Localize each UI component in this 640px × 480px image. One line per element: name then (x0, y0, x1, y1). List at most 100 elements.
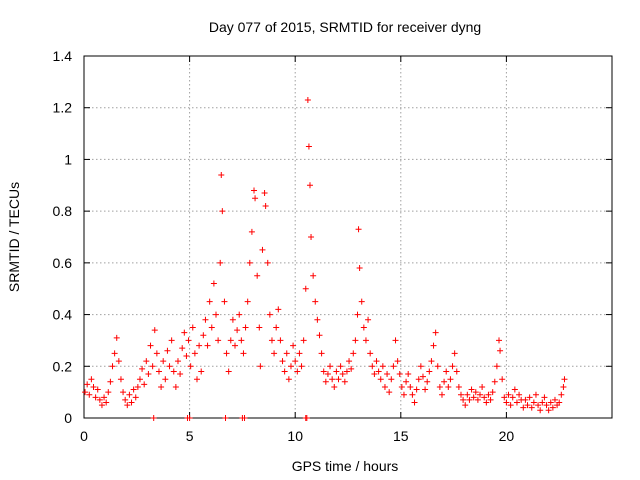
data-point (335, 376, 342, 383)
data-point (285, 376, 292, 383)
data-point (222, 415, 229, 421)
data-point (369, 363, 376, 370)
data-point (113, 334, 120, 341)
data-point (413, 386, 420, 393)
data-point (331, 383, 338, 390)
data-point (503, 399, 510, 406)
data-point (491, 378, 498, 385)
data-point (162, 376, 169, 383)
x-tick-label: 0 (80, 428, 88, 444)
data-point (223, 350, 230, 357)
x-tick-label: 20 (499, 428, 515, 444)
data-point (124, 402, 131, 409)
data-point (143, 358, 150, 365)
data-point (122, 396, 129, 403)
data-point (218, 171, 225, 178)
data-point (424, 378, 431, 385)
data-point (98, 402, 105, 409)
data-point (320, 368, 327, 375)
data-point (367, 350, 374, 357)
data-point (415, 376, 422, 383)
data-point (462, 402, 469, 409)
data-point (318, 350, 325, 357)
data-point (513, 399, 520, 406)
data-point (281, 368, 288, 375)
y-tick-label: 1 (64, 151, 72, 167)
data-point (130, 386, 137, 393)
data-point (447, 376, 454, 383)
data-point (466, 396, 473, 403)
data-point (232, 342, 239, 349)
y-axis-label: SRMTID / TECUs (6, 182, 22, 292)
data-point (537, 407, 544, 414)
data-point (520, 404, 527, 411)
data-point (248, 228, 255, 235)
data-point (283, 350, 290, 357)
data-point (453, 368, 460, 375)
data-point (90, 383, 97, 390)
data-point (221, 298, 228, 305)
data-point (86, 391, 93, 398)
data-point (257, 363, 264, 370)
y-tick-label: 0.8 (53, 203, 73, 219)
data-point (541, 394, 548, 401)
data-point (115, 358, 122, 365)
data-point (84, 381, 91, 388)
data-point (419, 373, 426, 380)
data-point (151, 327, 158, 334)
data-point (266, 311, 273, 318)
data-point (460, 396, 467, 403)
data-point (422, 386, 429, 393)
data-point (200, 332, 207, 339)
data-point (560, 383, 567, 390)
data-point (145, 371, 152, 378)
data-point (229, 316, 236, 323)
data-point (479, 383, 486, 390)
data-point (455, 383, 462, 390)
data-point (191, 350, 198, 357)
data-point (487, 396, 494, 403)
data-point (306, 182, 313, 189)
data-point (561, 376, 568, 383)
data-point (327, 363, 334, 370)
data-point (411, 399, 418, 406)
data-point (341, 378, 348, 385)
tick-layer: 0 0.2 0.4 0.6 0.8 1 1.2 1.4 0 5 10 15 20 (53, 48, 612, 444)
data-point (312, 298, 319, 305)
data-point (292, 358, 299, 365)
data-point (407, 383, 414, 390)
data-point (275, 306, 282, 313)
data-point (485, 391, 492, 398)
data-point (477, 391, 483, 398)
data-point (547, 399, 554, 406)
data-point (128, 399, 135, 406)
data-point (524, 402, 531, 409)
data-point (196, 342, 203, 349)
data-point (350, 350, 357, 357)
data-point (92, 394, 99, 401)
data-point (316, 332, 323, 339)
data-point (246, 259, 253, 266)
data-point (117, 376, 124, 383)
data-point (543, 402, 550, 409)
data-point (279, 358, 286, 365)
data-point (381, 383, 388, 390)
data-point (310, 272, 317, 279)
data-point (170, 368, 177, 375)
data-point (457, 391, 464, 398)
data-point (430, 342, 437, 349)
data-point (499, 376, 506, 383)
data-point (339, 371, 346, 378)
data-point (126, 391, 133, 398)
data-point (189, 324, 196, 331)
y-tick-label: 1.4 (53, 48, 73, 64)
data-point (166, 363, 173, 370)
data-point (449, 363, 456, 370)
data-point (213, 311, 219, 318)
data-point (329, 376, 336, 383)
y-tick-label: 0 (64, 410, 72, 426)
data-point (101, 394, 108, 401)
data-point (432, 329, 439, 336)
y-tick-label: 0.2 (53, 358, 73, 374)
data-point (481, 394, 488, 401)
